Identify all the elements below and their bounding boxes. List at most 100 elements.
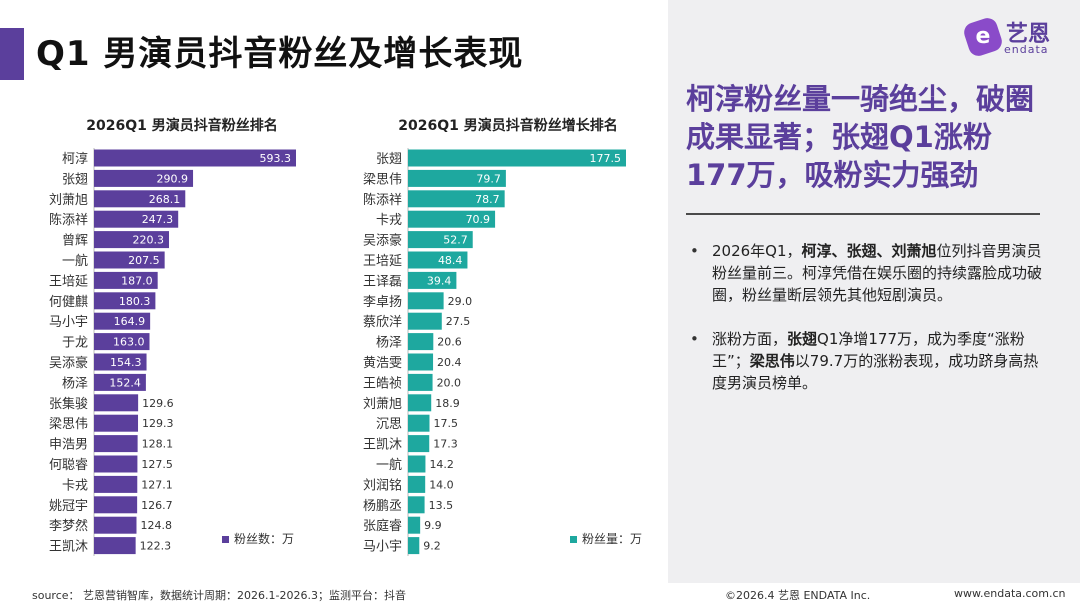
category-label: 曾辉	[62, 234, 88, 249]
category-label: 王培延	[363, 253, 402, 269]
category-label: 梁思伟	[363, 172, 402, 187]
category-label: 马小宇	[49, 315, 88, 330]
category-label: 李卓扬	[363, 295, 402, 310]
bar	[94, 231, 170, 249]
value-label: 20.6	[437, 336, 462, 349]
category-label: 马小宇	[363, 540, 402, 555]
value-label: 27.5	[446, 315, 471, 328]
value-label: 9.9	[424, 519, 442, 532]
bar	[94, 149, 296, 167]
value-label: 129.3	[142, 417, 174, 430]
endata-logo: e 艺恩 endata	[961, 14, 1066, 59]
category-label: 王培延	[49, 273, 88, 289]
value-label: 187.0	[121, 274, 153, 287]
bullet-text: 2026年Q1，	[712, 242, 802, 260]
bar	[94, 210, 179, 228]
legend-swatch	[570, 536, 577, 543]
bar	[94, 475, 138, 493]
category-label: 何健麒	[49, 294, 88, 310]
category-label: 王凯沐	[363, 438, 402, 453]
category-label: 王皓祯	[363, 376, 402, 391]
bullet-text: 涨粉方面，	[712, 330, 788, 348]
bar	[94, 292, 156, 310]
summary-bullets: 2026年Q1，柯淳、张翅、刘萧旭位列抖音男演员粉丝量前三。柯淳凭借在娱乐圈的持…	[690, 240, 1048, 416]
summary-bullet: 2026年Q1，柯淳、张翅、刘萧旭位列抖音男演员粉丝量前三。柯淳凭借在娱乐圈的持…	[690, 240, 1048, 306]
bar	[408, 292, 444, 310]
value-label: 29.0	[448, 295, 473, 308]
bar	[94, 414, 139, 432]
value-label: 20.0	[437, 376, 462, 389]
bar	[408, 373, 433, 391]
bullet-text: 位列抖音男演员粉丝量前三。柯淳凭借在娱乐圈的持续露脸成功破圈，粉丝量断层领先其他…	[712, 242, 1043, 304]
value-label: 154.3	[110, 356, 142, 369]
bar	[94, 516, 137, 534]
bar	[94, 169, 194, 187]
value-label: 129.6	[142, 397, 174, 410]
category-label: 何聪睿	[49, 457, 88, 473]
value-label: 126.7	[141, 499, 173, 512]
bar	[408, 231, 473, 249]
value-label: 152.4	[109, 376, 141, 389]
value-label: 13.5	[429, 499, 454, 512]
summary-headline: 柯淳粉丝量一骑绝尘，破圈成果显著；张翅Q1涨粉177万，吸粉实力强劲	[686, 82, 1035, 192]
category-label: 刘润铭	[363, 478, 402, 493]
bar	[408, 190, 505, 208]
value-label: 9.2	[423, 540, 441, 553]
value-label: 78.7	[475, 193, 500, 206]
bar	[94, 373, 146, 391]
page-title: Q1 男演员抖音粉丝及增长表现	[36, 34, 524, 74]
category-label: 李梦然	[49, 518, 88, 534]
bar	[94, 394, 139, 412]
bar	[408, 394, 432, 412]
logo-text-en: endata	[1004, 43, 1049, 56]
category-label: 吴添豪	[363, 233, 402, 249]
footer-source: source： 艺恩营销智库，数据统计周期：2026.1-2026.3；监测平台…	[32, 589, 406, 602]
bullet-emphasis: 梁思伟	[749, 352, 795, 370]
value-label: 14.0	[429, 478, 454, 491]
bar	[94, 312, 151, 330]
value-label: 124.8	[140, 519, 172, 532]
bar	[408, 455, 426, 473]
chart-title: 2026Q1 男演员抖音粉丝增长排名	[398, 117, 617, 134]
category-label: 黄浩雯	[363, 356, 402, 371]
bar	[94, 251, 165, 269]
bar	[94, 333, 150, 351]
value-label: 290.9	[157, 172, 189, 185]
value-label: 39.4	[427, 274, 452, 287]
category-label: 杨鹏丞	[363, 499, 402, 514]
category-label: 吴添豪	[49, 355, 88, 371]
value-label: 177.5	[590, 152, 622, 165]
value-label: 17.3	[433, 438, 458, 451]
category-label: 姚冠宇	[49, 499, 88, 514]
value-label: 247.3	[142, 213, 174, 226]
category-label: 蔡欣洋	[363, 315, 402, 330]
value-label: 52.7	[443, 234, 468, 247]
category-label: 沉思	[376, 417, 402, 432]
footer-copyright: ©2026.4 艺恩 ENDATA Inc.	[725, 589, 871, 602]
bullet-emphasis: 张翅	[787, 330, 818, 348]
value-label: 220.3	[133, 234, 165, 247]
category-label: 申浩男	[49, 438, 88, 453]
value-label: 20.4	[437, 356, 462, 369]
bar	[408, 496, 425, 514]
bar	[408, 333, 434, 351]
bullet-text: Q1净增177万，成为季度“涨粉王”；	[712, 330, 1025, 370]
value-label: 207.5	[128, 254, 160, 267]
category-label: 一航	[376, 457, 402, 473]
value-label: 180.3	[119, 295, 151, 308]
bar	[408, 353, 434, 371]
bar	[408, 414, 430, 432]
value-label: 48.4	[438, 254, 463, 267]
value-label: 163.0	[113, 336, 145, 349]
category-label: 王译磊	[363, 274, 402, 289]
bar	[94, 271, 158, 289]
value-label: 164.9	[114, 315, 146, 328]
value-label: 268.1	[149, 193, 181, 206]
category-label: 陈添祥	[49, 212, 88, 228]
legend-label: 粉丝数：万	[234, 531, 294, 546]
value-label: 122.3	[140, 540, 172, 553]
legend-swatch	[222, 536, 229, 543]
bar	[94, 496, 138, 514]
category-label: 刘萧旭	[49, 193, 88, 208]
